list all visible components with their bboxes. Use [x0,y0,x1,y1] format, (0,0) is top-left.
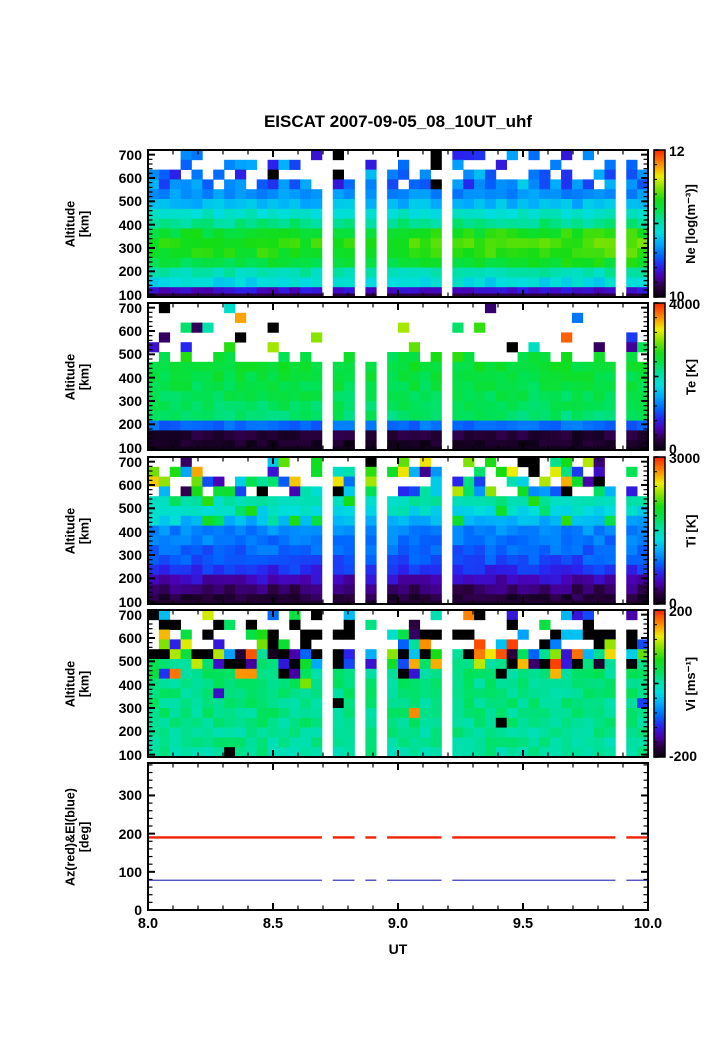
chart-title: EISCAT 2007-09-05_08_10UT_uhf [263,112,533,131]
x-tick-label: 9.5 [512,916,534,932]
colorbar-unit-label: Te [K] [683,358,699,395]
y-tick-label: 400 [118,523,142,540]
x-tick-label: 10.0 [633,916,663,932]
y-axis-label-line: Altitude [63,200,78,247]
heatmap-cells [148,457,649,605]
colorbar-unit-label: Ne [log(m⁻³)] [683,183,698,264]
colorbar-min-label: -200 [669,748,698,764]
x-axis-title: UT [388,941,408,957]
colorbar-min-label: 0 [669,441,677,457]
colorbar-max-label: 3000 [669,450,701,466]
colorbar-te [653,302,666,451]
y-tick-label: 700 [118,299,142,316]
y-tick-label: 100 [118,863,142,880]
y-axis-label-line: [deg] [78,821,92,852]
y-tick-label: 100 [118,286,142,303]
colorbar-vi [653,609,666,758]
y-tick-label: 100 [118,439,142,456]
y-tick-label: 600 [118,323,142,339]
heatmap-cells [148,303,649,451]
colorbar-min-label: 0 [669,595,677,611]
y-axis-label-ti: Altitude [km] [64,507,93,554]
colorbar-min-label: 10 [669,288,685,304]
y-tick-label: 300 [118,700,142,716]
y-tick-label: 200 [118,570,142,587]
colorbar-ti [653,456,666,605]
y-tick-label: 300 [118,393,142,409]
y-tick-label: 100 [118,746,142,763]
y-tick-label: 300 [118,787,142,804]
y-tick-label: 400 [118,369,142,386]
y-tick-label: 400 [118,676,142,693]
colorbar-unit-label: Vi [ms⁻¹] [683,656,698,711]
x-tick-label: 8.0 [137,916,159,932]
y-tick-label: 500 [118,653,142,670]
colorbar-ne [653,149,666,298]
y-axis-label-te: Altitude [km] [64,353,93,400]
y-tick-label: 500 [118,193,142,210]
y-axis-label-line: [km] [78,670,92,697]
y-tick-label: 200 [118,825,142,842]
y-tick-label: 500 [118,500,142,517]
y-axis-label-azel: Az(red)&El(blue) [deg] [64,788,93,886]
plot-area-ne [147,149,649,298]
y-tick-label: 200 [118,263,142,280]
y-axis-label-line: Altitude [63,507,78,554]
y-tick-label: 400 [118,216,142,233]
y-tick-label: 200 [118,416,142,433]
y-axis-label-line: [km] [78,210,92,237]
y-axis-label-line: [km] [78,517,92,544]
colorbar-max-label: 200 [669,603,693,619]
y-tick-label: 300 [118,547,142,563]
heatmap-cells [148,150,649,298]
y-tick-label: 300 [118,240,142,256]
heatmap-cells [148,610,649,758]
y-axis-label-line: Altitude [63,353,78,400]
colorbar-max-label: 4000 [669,296,701,312]
plot-area-vi [147,609,649,758]
colorbar-max-label: 12 [669,143,685,159]
y-tick-label: 600 [118,630,142,646]
y-axis-label-line: Altitude [63,660,78,707]
y-tick-label: 0 [134,902,142,918]
y-tick-label: 600 [118,477,142,493]
y-tick-label: 700 [118,146,142,163]
y-tick-label: 200 [118,723,142,740]
x-tick-label: 8.5 [262,916,284,932]
y-axis-label-vi: Altitude [km] [64,660,93,707]
y-tick-label: 500 [118,346,142,363]
plot-area-azel [147,762,649,911]
y-tick-label: 100 [118,593,142,610]
x-tick-label: 9.0 [387,916,409,932]
y-tick-label: 600 [118,170,142,186]
plot-area-ti [147,456,649,605]
colorbar-unit-label: Ti [K] [683,514,699,547]
y-axis-label-ne: Altitude [km] [64,200,93,247]
y-tick-label: 700 [118,453,142,470]
y-tick-label: 700 [118,606,142,623]
plot-area-te [147,302,649,451]
y-axis-label-line: Az(red)&El(blue) [63,787,78,886]
y-axis-label-line: [km] [78,363,92,390]
